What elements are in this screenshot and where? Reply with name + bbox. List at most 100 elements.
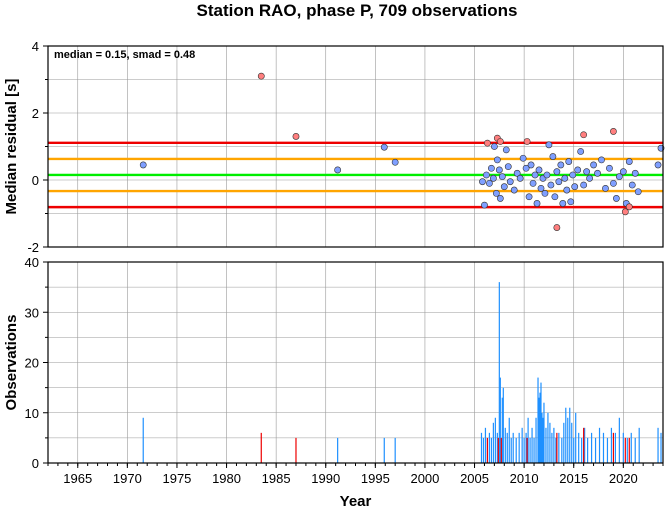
- data-point-accepted: [481, 201, 488, 209]
- data-point-accepted: [574, 166, 582, 174]
- data-point-accepted: [500, 183, 508, 191]
- data-point-accepted: [612, 195, 620, 202]
- data-point-accepted: [577, 148, 585, 155]
- median-smad-label: median = 0.15, smad = 0.48: [54, 49, 195, 61]
- data-point-accepted: [535, 166, 543, 174]
- observations-ticks: 0 10 20 30 40 1965 1970 1975 1980 1985 1990 1995 200…: [25, 255, 664, 486]
- data-point-accepted: [483, 171, 490, 179]
- data-point-accepted: [567, 198, 575, 206]
- data-point-outlier: [496, 138, 504, 145]
- data-point-accepted: [479, 178, 486, 186]
- x-tick-label: 2010: [510, 471, 539, 486]
- data-point-accepted: [610, 179, 617, 187]
- data-point-outlier: [580, 131, 588, 139]
- data-point-accepted: [615, 173, 623, 181]
- y-tick-label: 0: [32, 173, 39, 188]
- x-tick-label: 1970: [113, 471, 142, 486]
- data-point-accepted: [522, 164, 530, 172]
- data-point-accepted: [619, 168, 627, 176]
- data-point-outlier: [621, 208, 629, 216]
- data-point-accepted: [525, 193, 533, 201]
- data-point-accepted: [586, 174, 593, 182]
- data-point-accepted: [489, 174, 497, 182]
- x-tick-label: 1980: [212, 471, 241, 486]
- data-point-outlier: [553, 224, 561, 231]
- y-tick-label: 2: [32, 106, 39, 121]
- data-point-accepted: [533, 200, 541, 207]
- data-point-accepted: [594, 169, 601, 177]
- year-x-axis-label: Year: [340, 493, 372, 510]
- data-point-outlier: [610, 128, 617, 135]
- data-point-accepted: [493, 156, 501, 164]
- data-point-accepted: [569, 171, 577, 179]
- data-point-accepted: [557, 161, 565, 169]
- data-point-accepted: [139, 161, 147, 169]
- residual-panel: -2 0 2 4 median = 0.15, smad = 0.48 Median …: [3, 39, 665, 255]
- data-point-accepted: [506, 178, 514, 186]
- y-tick-label: 20: [25, 356, 39, 371]
- data-point-accepted: [571, 183, 579, 191]
- x-tick-label: 2015: [559, 471, 588, 486]
- data-point-accepted: [502, 146, 510, 154]
- observations-y-axis-label: Observations: [3, 315, 20, 411]
- data-point-accepted: [541, 189, 549, 197]
- data-point-accepted: [513, 169, 521, 177]
- data-point-accepted: [631, 169, 639, 177]
- x-tick-label: 1975: [162, 471, 191, 486]
- data-point-accepted: [490, 143, 498, 150]
- data-point-accepted: [551, 193, 559, 201]
- data-point-accepted: [537, 184, 545, 192]
- data-point-accepted: [492, 189, 500, 197]
- x-tick-label: 2005: [460, 471, 489, 486]
- y-tick-label: -2: [27, 240, 39, 255]
- x-tick-label: 1965: [63, 471, 92, 486]
- data-point-accepted: [559, 200, 567, 207]
- data-point-accepted: [625, 158, 633, 165]
- data-point-accepted: [487, 164, 495, 172]
- data-point-accepted: [602, 184, 609, 192]
- data-point-accepted: [634, 188, 642, 196]
- data-point-outlier: [523, 138, 531, 145]
- data-point-accepted: [543, 171, 551, 179]
- data-point-accepted: [590, 161, 597, 169]
- data-point-accepted: [486, 179, 493, 187]
- data-point-accepted: [580, 181, 588, 189]
- data-point-accepted: [606, 164, 613, 172]
- data-point-accepted: [496, 195, 504, 202]
- residual-points: [139, 72, 665, 231]
- data-point-accepted: [495, 166, 503, 174]
- data-point-accepted: [498, 173, 506, 181]
- residual-grid: [48, 46, 663, 247]
- y-tick-label: 40: [25, 255, 39, 270]
- data-point-outlier: [292, 133, 300, 140]
- data-point-accepted: [529, 179, 537, 187]
- x-tick-label: 1990: [311, 471, 340, 486]
- observations-bars: [142, 282, 662, 463]
- residual-y-axis-label: Median residual [s]: [3, 79, 20, 215]
- y-tick-label: 4: [32, 39, 39, 54]
- data-point-accepted: [391, 158, 399, 166]
- y-tick-label: 10: [25, 406, 39, 421]
- data-point-accepted: [555, 178, 563, 186]
- residual-reference-lines: [48, 141, 663, 209]
- x-tick-label: 2020: [609, 471, 638, 486]
- chart-title: Station RAO, phase P, 709 observations: [197, 1, 518, 20]
- data-point-accepted: [654, 161, 662, 169]
- data-point-accepted: [553, 168, 561, 176]
- observations-panel: 0 10 20 30 40 1965 1970 1975 1980 1985 1990 1995 200…: [3, 255, 664, 510]
- x-tick-label: 1995: [361, 471, 390, 486]
- data-point-accepted: [510, 186, 518, 194]
- observations-grid: [48, 262, 663, 463]
- residual-y-ticks: -2 0 2 4: [27, 39, 48, 255]
- data-point-accepted: [549, 153, 557, 160]
- data-point-accepted: [380, 143, 388, 151]
- data-point-accepted: [563, 186, 571, 194]
- data-point-outlier: [484, 139, 491, 147]
- data-point-outlier: [257, 72, 265, 80]
- y-tick-label: 30: [25, 305, 39, 320]
- data-point-accepted: [561, 174, 569, 182]
- data-point-accepted: [583, 168, 591, 176]
- data-point-accepted: [527, 161, 535, 169]
- data-point-accepted: [545, 141, 553, 149]
